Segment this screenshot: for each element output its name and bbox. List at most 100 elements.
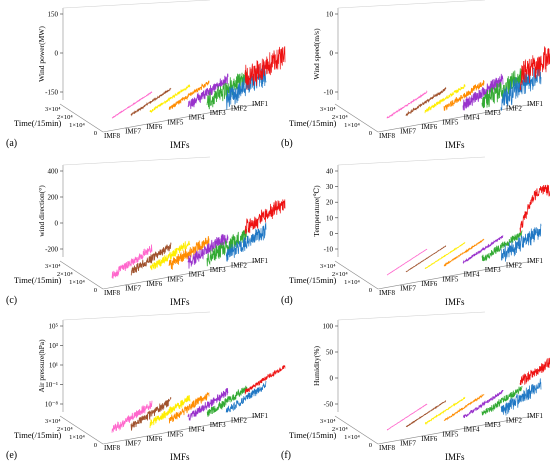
- imf-tick-label: IMF2: [231, 417, 247, 425]
- imf-tick-label: IMF2: [506, 105, 522, 113]
- imf-axis-line: [377, 260, 534, 290]
- z-axis-label: Wind speed(m/s): [312, 28, 321, 80]
- series-line-imf7: [130, 87, 172, 117]
- series-line-imf6: [149, 240, 191, 271]
- series-line-imf5: [443, 394, 485, 422]
- imf-axis-line: [102, 103, 259, 133]
- time-axis-label: Time(/15min): [14, 430, 62, 440]
- z-tick-label: 100: [323, 323, 334, 331]
- time-tick-label: 1×10⁴: [69, 434, 85, 441]
- imf-tick-label: IMF3: [485, 421, 501, 429]
- z-tick-label: -10: [324, 246, 334, 254]
- time-tick-label: 1×10⁴: [69, 279, 85, 286]
- z-tick-label: 10⁻⁸: [45, 401, 59, 409]
- imf-tick-label: IMF1: [527, 412, 543, 420]
- imf-tick-label: IMF4: [464, 271, 480, 279]
- imf-tick-label: IMF2: [506, 262, 522, 270]
- time-tick-label: 3×10⁴: [320, 106, 336, 113]
- imf-tick-label: IMF6: [146, 280, 162, 288]
- imf-tick-label: IMF5: [442, 275, 458, 283]
- z-tick-label: -10: [324, 89, 334, 97]
- back-edge-line: [62, 0, 211, 9]
- series-line-imf7: [130, 397, 172, 431]
- time-tick-label: 1×10⁴: [344, 279, 360, 286]
- imf-tick-label: IMF1: [252, 257, 268, 265]
- series-line-imf2: [500, 223, 542, 262]
- time-axis-label: Time(/15min): [289, 118, 337, 128]
- z-tick-label: 10³: [49, 342, 58, 350]
- series-line-imf4: [187, 73, 229, 110]
- imf-tick-label: IMF7: [125, 284, 141, 292]
- z-tick-label: 0: [330, 230, 334, 238]
- imf-tick-label: IMF1: [252, 412, 268, 420]
- imf-tick-label: IMF4: [464, 426, 480, 434]
- imf-tick-label: IMF6: [421, 123, 437, 131]
- panel-label: (f): [281, 450, 291, 461]
- series-line-imf7: [405, 86, 447, 117]
- imf-tick-label: IMF2: [231, 105, 247, 113]
- z-tick-label: 200: [48, 194, 59, 202]
- panel-label: (c): [6, 295, 17, 306]
- imf-axis-label: IMFs: [445, 297, 465, 307]
- back-edge-line: [337, 0, 486, 9]
- imf-tick-label: IMF3: [210, 421, 226, 429]
- z-tick-label: -50: [324, 401, 334, 409]
- panel-label: (e): [6, 450, 17, 461]
- imf-tick-label: IMF8: [379, 444, 395, 452]
- series-line-imf3: [481, 230, 523, 262]
- imf-tick-label: IMF4: [189, 114, 205, 122]
- imf-tick-label: IMF5: [167, 430, 183, 438]
- series-line-imf2: [500, 378, 542, 416]
- time-tick-label: 3×10⁴: [320, 263, 336, 270]
- imf-axis-label: IMFs: [445, 140, 465, 150]
- time-tick-label: 0: [94, 442, 97, 449]
- series-line-imf6: [149, 83, 191, 114]
- imf-axis-label: IMFs: [170, 297, 190, 307]
- time-tick-label: 3×10⁴: [320, 418, 336, 425]
- z-tick-label: 50: [326, 349, 334, 357]
- imf-tick-label: IMF3: [210, 266, 226, 274]
- imf-tick-label: IMF5: [167, 275, 183, 283]
- z-tick-label: -200: [45, 246, 58, 254]
- time-tick-label: 3×10⁴: [45, 263, 61, 270]
- time-axis-label: Time(/15min): [14, 118, 62, 128]
- z-tick-label: -150: [45, 89, 58, 97]
- imf-tick-label: IMF1: [252, 100, 268, 108]
- imf-axis-label: IMFs: [445, 452, 465, 462]
- z-tick-label: 30: [326, 183, 334, 191]
- series-line-imf7: [130, 242, 172, 276]
- imf-axis-line: [102, 260, 259, 290]
- series-line-imf1: [244, 365, 286, 395]
- series-line-imf5: [168, 236, 210, 270]
- series-line-imf1: [519, 357, 550, 386]
- time-tick-label: 0: [369, 442, 372, 449]
- time-tick-label: 1×10⁴: [69, 122, 85, 129]
- series-line-imf5: [443, 80, 485, 111]
- imf-tick-label: IMF6: [146, 123, 162, 131]
- imf-tick-label: IMF7: [400, 127, 416, 135]
- imf-tick-label: IMF2: [506, 417, 522, 425]
- z-axis-label: Wind power(MW): [37, 26, 46, 82]
- time-axis-line: [334, 415, 379, 445]
- imf-tick-label: IMF1: [527, 100, 543, 108]
- time-axis-line: [59, 260, 104, 290]
- z-axis-label: wind direction(°): [37, 185, 46, 237]
- time-tick-label: 2×10⁴: [57, 271, 73, 278]
- series-line-imf2: [225, 222, 267, 262]
- imf-tick-label: IMF7: [125, 439, 141, 447]
- imf-tick-label: IMF1: [527, 257, 543, 265]
- series-line-imf6: [424, 84, 466, 114]
- panel-label: (a): [6, 138, 17, 149]
- time-tick-label: 1×10⁴: [344, 122, 360, 129]
- panel-label: (d): [281, 295, 293, 306]
- time-tick-label: 2×10⁴: [332, 114, 348, 121]
- z-tick-label: 400: [48, 168, 59, 176]
- series-line-imf8: [111, 244, 153, 279]
- series-line-imf8: [386, 248, 428, 276]
- time-tick-label: 0: [369, 130, 372, 137]
- z-tick-label: 0: [330, 375, 334, 383]
- imf-tick-label: IMF8: [379, 132, 395, 140]
- series-line-imf7: [405, 245, 447, 273]
